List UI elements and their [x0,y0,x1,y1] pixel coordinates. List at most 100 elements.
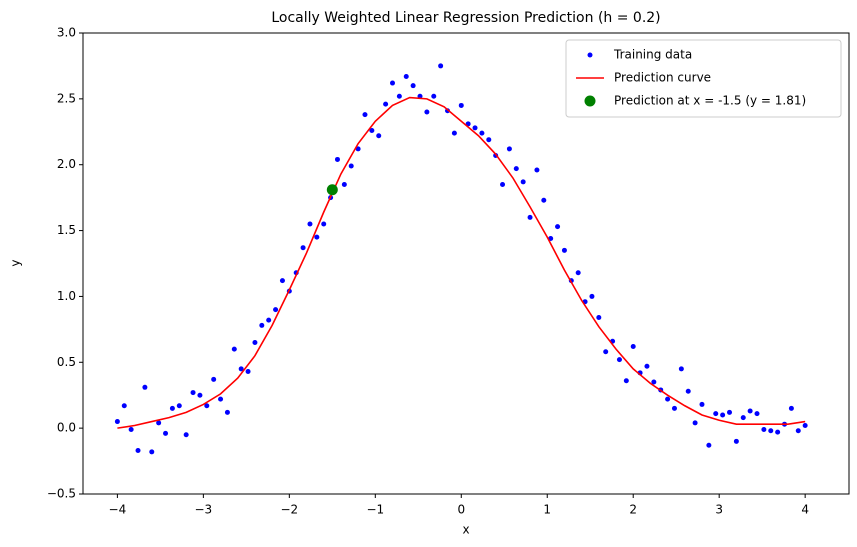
data-point [121,403,127,409]
x-tick-label: 0 [457,503,465,517]
plot-frame [82,32,850,495]
data-point [692,420,698,426]
data-point [424,109,430,115]
data-point [616,357,622,363]
x-tick-label: 2 [629,503,637,517]
data-point [500,181,506,187]
legend-box [565,39,842,118]
data-point [754,411,760,417]
legend-key [587,52,593,58]
y-tick-label: 3.0 [57,26,76,40]
data-point [183,432,189,438]
data-point [575,270,581,276]
x-tick-label: −2 [280,503,298,517]
data-point [355,146,361,152]
data-point [114,419,120,425]
data-point [458,102,464,108]
x-tick-label: −4 [109,503,127,517]
data-point [389,80,395,86]
chart-title: Locally Weighted Linear Regression Predi… [271,10,660,26]
data-point [479,130,485,136]
data-point [623,378,629,384]
x-tick-label: 3 [715,503,723,517]
x-tick-label: 1 [543,503,551,517]
data-point [362,112,368,118]
data-point [307,221,313,227]
x-axis-label: x [462,523,469,537]
data-point [630,343,636,349]
legend-label: Prediction at x = -1.5 (y = 1.81) [614,94,806,108]
y-tick-label: 1.5 [57,223,76,237]
data-point [555,224,561,230]
data-point [671,405,677,411]
data-point [733,438,739,444]
data-point [383,101,389,107]
data-point [135,448,141,454]
legend-label: Prediction curve [614,71,711,85]
data-point [259,322,265,328]
data-point [176,403,182,409]
x-tick-label: 4 [801,503,809,517]
data-point [341,181,347,187]
x-tick-label: −1 [366,503,384,517]
data-point [238,366,244,372]
data-point [527,214,533,220]
data-point [775,429,781,435]
data-point [128,426,134,432]
data-point [169,405,175,411]
data-point [603,349,609,355]
data-point [300,245,306,251]
data-point [266,317,272,323]
data-point [706,442,712,448]
data-point [720,412,726,418]
data-point [747,408,753,414]
data-point [520,179,526,185]
legend: Training data Prediction curve Prediction … [565,39,842,118]
data-point [403,73,409,79]
data-point [761,426,767,432]
data-point [685,388,691,394]
data-point [678,366,684,372]
data-point [197,392,203,398]
data-point [506,146,512,152]
data-point [665,396,671,402]
data-point [486,137,492,143]
data-point [204,403,210,409]
y-axis-label: y [9,259,23,266]
data-point [431,93,437,99]
data-point [334,156,340,162]
data-point [699,401,705,407]
data-point [472,125,478,131]
y-tick-label: 0.5 [57,355,76,369]
prediction-point [326,184,338,196]
data-point [279,278,285,284]
data-point [396,93,402,99]
data-point [802,423,808,429]
data-point [727,409,733,415]
data-point [190,390,196,396]
data-point [740,415,746,421]
data-point [768,428,774,434]
data-point [314,234,320,240]
data-point [788,405,794,411]
data-point [321,221,327,227]
data-point [438,63,444,69]
data-point [589,293,595,299]
y-tick-label: 1.0 [57,289,76,303]
data-point [142,384,148,390]
data-point [245,369,251,375]
data-point [534,167,540,173]
y-tick-label: 2.5 [57,91,76,105]
data-point [369,127,375,133]
data-point [376,133,382,139]
data-point [149,449,155,455]
data-point [224,409,230,415]
y-tick-label: 2.0 [57,157,76,171]
data-point [218,396,224,402]
legend-label: Training data [613,48,692,62]
data-point [410,83,416,89]
data-point [713,411,719,417]
data-point [273,307,279,313]
data-point [644,363,650,369]
